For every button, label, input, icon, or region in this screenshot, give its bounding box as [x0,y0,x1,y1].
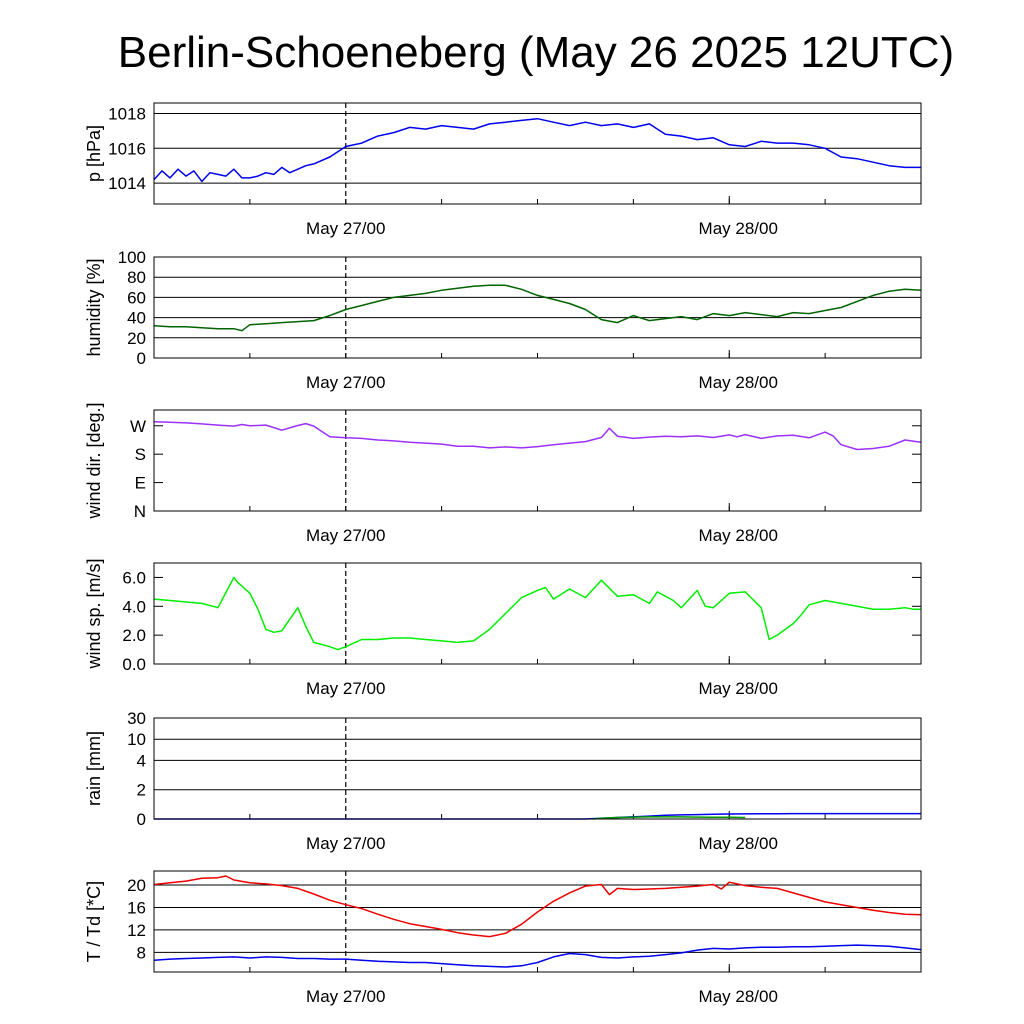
pressure-panel: 1014 1016 1018 May 27/00 May 28/00 p [hPa] [84,102,922,238]
temperature-panel: 8 12 16 20 May 27/00 May 28/00 T / Td [*C] [84,870,922,1006]
pressure-frame [153,102,922,205]
y-axis-label: T / Td [*C] [84,881,104,962]
chart-title: Berlin-Schoeneberg (May 26 2025 12UTC) [118,28,954,77]
y-axis-label: wind dir. [deg.] [84,402,104,519]
wind-speed-frame [153,562,922,665]
y-tick-label: W [130,417,146,436]
y-axis-label: rain [mm] [84,731,104,806]
humidity-frame [153,256,922,359]
y-tick-label: 16 [127,898,146,917]
wind-speed-series-line [153,576,921,651]
rain-frame [153,717,922,820]
y-tick-label: 12 [127,921,146,940]
x-tick-label: May 28/00 [699,834,778,853]
y-axis-label: wind sp. [m/s] [84,558,104,669]
y-axis-label: p [hPa] [84,125,104,182]
y-tick-label: E [135,474,146,493]
y-tick-label: 80 [127,268,146,287]
rain-panel: 0 2 4 10 30 May 27/00 May 28/00 rain [mm] [84,709,922,853]
wind-direction-frame [153,409,922,512]
y-tick-label: 6.0 [122,568,146,587]
wind-direction-series-line [153,420,922,451]
y-tick-label: 1018 [108,104,146,123]
y-tick-label: 20 [127,876,146,895]
y-tick-label: 0.0 [122,655,146,674]
humidity-series-line [153,284,922,332]
temperature-series-line [153,944,922,968]
temperature-frame [153,870,922,973]
y-tick-label: 20 [127,329,146,348]
y-tick-label: 10 [127,730,146,749]
x-tick-label: May 27/00 [306,219,385,238]
x-tick-label: May 28/00 [699,987,778,1006]
x-tick-label: May 27/00 [306,987,385,1006]
y-tick-label: N [134,502,146,521]
y-tick-label: 60 [127,288,146,307]
y-tick-label: 4.0 [122,597,146,616]
y-tick-label: 0 [137,349,146,368]
temperature-series-line [153,875,922,938]
x-tick-label: May 28/00 [699,679,778,698]
y-tick-label: 4 [137,751,146,770]
rain-series-line [593,816,746,820]
y-tick-label: 30 [127,709,146,728]
y-tick-label: 100 [118,248,146,267]
y-tick-label: 0 [137,810,146,829]
x-tick-label: May 27/00 [306,679,385,698]
y-tick-label: 1014 [108,174,146,193]
y-tick-label: 8 [137,943,146,962]
x-tick-label: May 28/00 [699,373,778,392]
y-tick-label: S [135,445,146,464]
y-axis-label: humidity [%] [84,258,104,356]
y-tick-label: 40 [127,309,146,328]
y-tick-label: 1016 [108,139,146,158]
y-tick-label: 2.0 [122,626,146,645]
x-tick-label: May 27/00 [306,834,385,853]
pressure-series-line [153,117,921,183]
x-tick-label: May 27/00 [306,526,385,545]
x-tick-label: May 28/00 [699,219,778,238]
y-tick-label: 2 [137,781,146,800]
wind-speed-panel: 0.0 2.0 4.0 6.0 May 27/00 May 28/00 wind sp. [… [84,558,922,698]
x-tick-label: May 27/00 [306,373,385,392]
x-tick-label: May 28/00 [699,526,778,545]
